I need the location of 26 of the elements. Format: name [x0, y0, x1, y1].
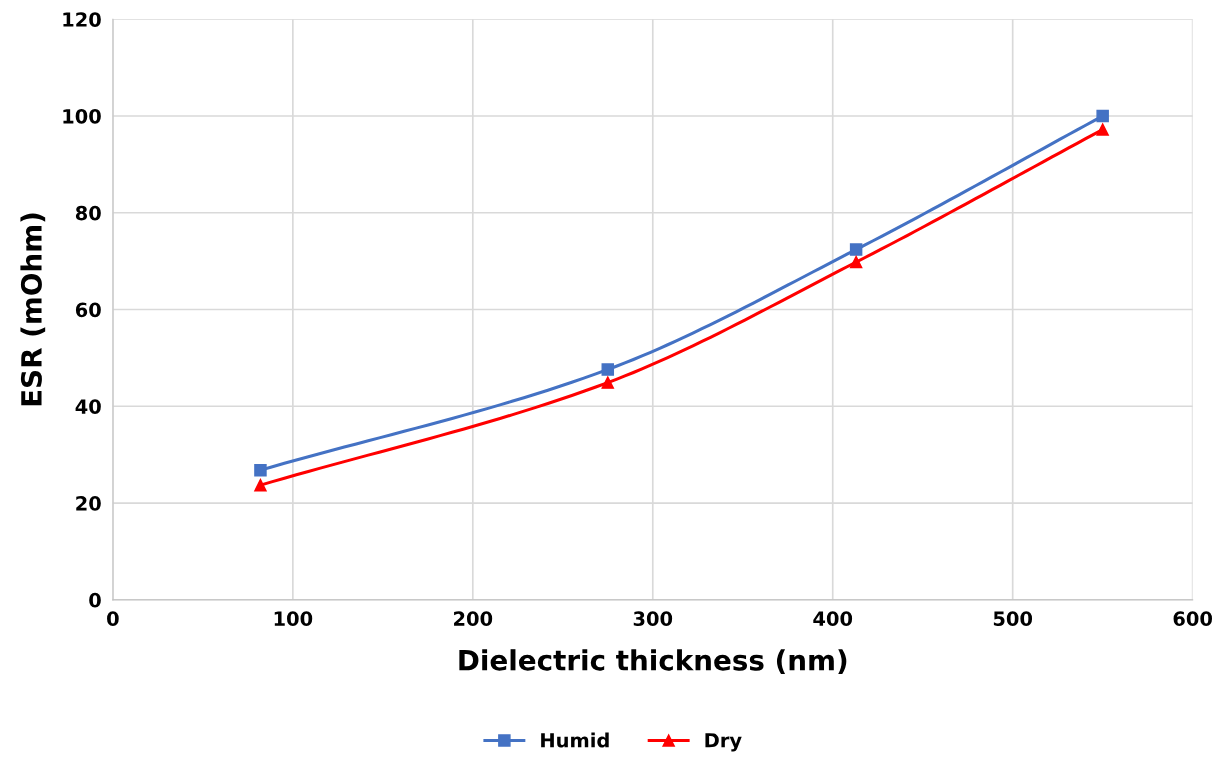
x-tick-label: 0 [107, 611, 119, 626]
point [254, 478, 267, 492]
point [1096, 109, 1109, 123]
y-tick-label: 20 [76, 496, 101, 511]
legend-label: Dry [705, 733, 742, 752]
x-tick-label: 300 [633, 611, 673, 626]
y-tick-label: 100 [63, 108, 101, 124]
y-axis-title: ESR (mOhm) [20, 213, 46, 406]
x-tick-label: 600 [1173, 611, 1213, 626]
point [1096, 123, 1109, 136]
x-tick-label: 500 [993, 611, 1033, 626]
y-tick-label: 80 [75, 205, 101, 221]
x-tick-label: 100 [274, 611, 313, 626]
point [849, 255, 863, 269]
x-axis-title: Dielectric thickness (nm) [459, 649, 847, 674]
point [254, 463, 267, 477]
y-tick-label: 120 [63, 12, 101, 27]
y-tick-label: 60 [75, 302, 101, 318]
point [601, 376, 615, 389]
point [601, 363, 615, 376]
legend-label: Humid [541, 732, 609, 748]
y-tick-label: 40 [75, 399, 101, 414]
x-tick-label: 400 [813, 611, 853, 626]
point [849, 243, 863, 256]
y-tick-label: 0 [89, 592, 101, 608]
x-tick-label: 200 [454, 611, 493, 626]
